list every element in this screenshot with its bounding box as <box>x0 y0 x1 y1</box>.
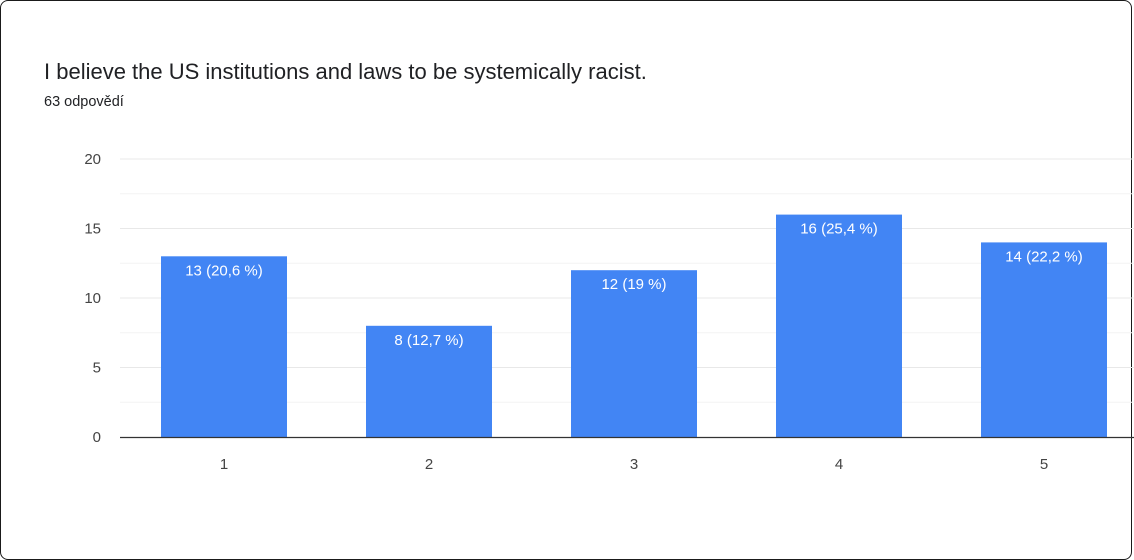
x-tick-label: 5 <box>1040 456 1048 473</box>
bar-5 <box>981 242 1107 437</box>
bar-data-label: 14 (22,2 %) <box>1005 248 1083 265</box>
bars: 13 (20,6 %) 8 (12,7 %) 12 (19 %) 16 (25,4 %… <box>161 214 1107 437</box>
x-tick-label: 2 <box>425 456 433 473</box>
y-tick-label: 10 <box>84 290 101 307</box>
y-tick-label: 5 <box>93 360 101 377</box>
bar-data-label: 8 (12,7 %) <box>394 332 463 349</box>
x-tick-label: 4 <box>835 456 843 473</box>
bar-data-label: 12 (19 %) <box>601 276 666 293</box>
y-tick-label: 15 <box>84 221 101 238</box>
bar-1 <box>161 256 287 437</box>
bar-2 <box>366 325 492 437</box>
bar-3 <box>571 270 697 437</box>
bar-4 <box>776 214 902 437</box>
x-tick-label: 1 <box>220 456 228 473</box>
question-title: I believe the US institutions and laws t… <box>44 59 647 84</box>
bar-data-label: 13 (20,6 %) <box>185 262 263 279</box>
y-axis-ticks: 0 5 10 15 20 <box>84 151 101 446</box>
bar-data-label: 16 (25,4 %) <box>800 221 878 238</box>
x-tick-label: 3 <box>630 456 638 473</box>
response-count: 63 odpovědí <box>44 94 124 110</box>
y-tick-label: 0 <box>93 429 101 446</box>
x-axis-ticks: 1 2 3 4 5 <box>120 436 1134 473</box>
y-tick-label: 20 <box>84 151 101 168</box>
